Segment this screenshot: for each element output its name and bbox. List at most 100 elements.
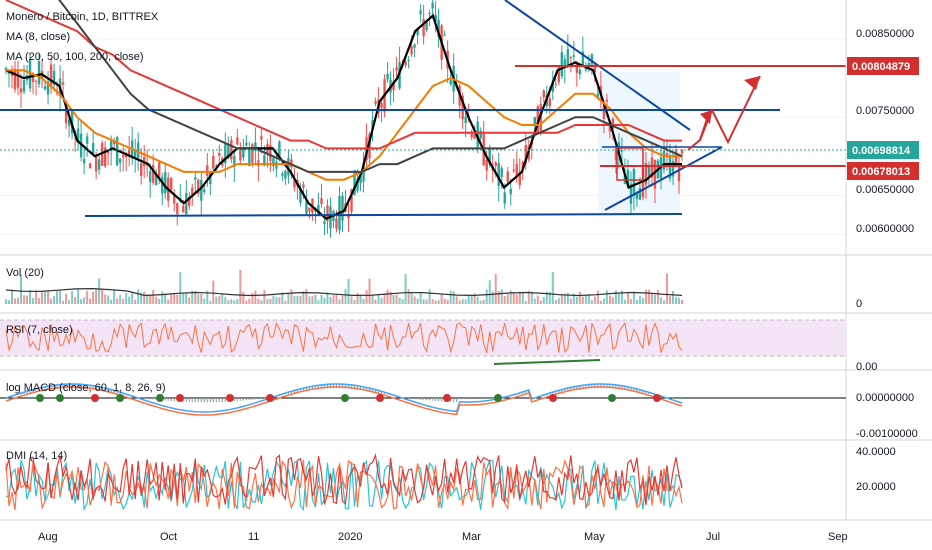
volume-bar-4	[17, 297, 20, 304]
macd-hist-49	[152, 398, 154, 400]
volume-bar-180	[545, 291, 548, 304]
candle-body-50	[155, 173, 158, 186]
volume-bar-84	[257, 298, 260, 304]
macd-hist-104	[317, 385, 320, 390]
volume-bar-86	[263, 290, 266, 304]
macd-hist-28	[89, 385, 91, 390]
macd-hist-21	[68, 384, 70, 389]
volume-bar-188	[569, 298, 572, 304]
candle-body-144	[437, 19, 440, 37]
macd-hist-96	[293, 390, 296, 393]
volume-bar-110	[335, 293, 338, 304]
candle-body-107	[326, 205, 329, 222]
candle-body-3	[13, 68, 17, 90]
x-tick-mar: Mar	[462, 531, 481, 543]
volume-bar-95	[290, 289, 293, 304]
volume-bar-5	[20, 274, 23, 304]
volume-bar-143	[434, 300, 437, 304]
volume-label: Vol (20)	[6, 267, 44, 279]
macd-hist-173	[525, 390, 527, 394]
candle-body-98	[299, 189, 302, 203]
macd-hist-24	[77, 384, 79, 389]
candle-body-225	[680, 149, 684, 154]
macd-hist-138	[420, 398, 422, 400]
macd-hist-112	[341, 384, 344, 389]
volume-bar-61	[188, 297, 191, 304]
macd-hist-182	[552, 392, 554, 394]
candle-body-184	[557, 65, 561, 83]
volume-tick: 0	[856, 298, 862, 310]
volume-bar-179	[542, 296, 545, 304]
volume-bar-89	[272, 295, 275, 304]
volume-bar-40	[125, 293, 128, 304]
macd-hist-214	[648, 392, 650, 394]
candle-body-43	[133, 151, 137, 159]
volume-bar-60	[185, 292, 188, 304]
volume-bar-97	[296, 295, 299, 304]
volume-bar-106	[323, 297, 326, 304]
macd-hist-148	[450, 398, 452, 402]
candle-body-65	[200, 179, 203, 201]
rsi-line	[5, 321, 683, 354]
macd-hist-105	[320, 384, 323, 389]
macd-cross-dot-13	[608, 394, 616, 402]
volume-bar-12	[41, 292, 44, 304]
macd-hist-199	[603, 384, 605, 389]
volume-bar-169	[512, 292, 515, 304]
volume-bar-151	[458, 300, 461, 304]
macd-tick-1: 0.00000000	[856, 392, 914, 404]
volume-bar-171	[518, 291, 521, 304]
volume-bar-200	[605, 290, 608, 304]
candle-body-39	[121, 155, 125, 158]
candle-body-203	[614, 148, 618, 160]
rsi-tick: 0.00	[856, 361, 877, 373]
candle-body-79	[242, 147, 245, 158]
macd-hist-224	[678, 398, 680, 400]
dmi-label: DMI (14, 14)	[6, 450, 67, 462]
candle-body-104	[317, 204, 320, 215]
volume-bar-83	[254, 290, 257, 304]
volume-bar-190	[575, 296, 578, 304]
candle-body-160	[485, 159, 488, 171]
candle-body-93	[284, 171, 287, 179]
macd-hist-73	[224, 398, 226, 402]
candle-body-90	[275, 161, 278, 169]
dmi-tick-2: 20.0000	[856, 481, 896, 493]
volume-bar-72	[221, 293, 224, 304]
macd-hist-222	[672, 398, 674, 399]
candles-group	[4, 0, 684, 238]
candle-body-77	[236, 137, 239, 145]
candle-body-223	[674, 150, 678, 166]
volume-bar-152	[461, 299, 464, 304]
volume-bar-41	[128, 296, 131, 304]
candle-body-214	[647, 165, 651, 177]
volume-bar-158	[479, 300, 482, 304]
candle-body-123	[374, 101, 377, 104]
volume-bar-43	[134, 299, 137, 304]
macd-hist-142	[432, 398, 434, 401]
volume-bar-194	[587, 293, 590, 304]
volume-bar-70	[215, 296, 218, 304]
macd-hist-55	[170, 398, 172, 401]
candle-body-84	[257, 160, 260, 166]
macd-hist-63	[194, 398, 196, 403]
candle-body-189	[572, 55, 576, 57]
volume-bar-127	[386, 289, 389, 304]
macd-hist-118	[359, 386, 362, 390]
macd-hist-194	[588, 384, 590, 389]
macd-hist-37	[116, 391, 118, 394]
volume-bar-211	[638, 295, 641, 304]
macd-cross-dot-11	[494, 394, 502, 402]
volume-bar-66	[203, 298, 206, 304]
candle-body-157	[476, 121, 479, 147]
current-price-tag	[847, 141, 919, 159]
volume-bar-82	[251, 293, 254, 304]
candle-body-210	[635, 193, 639, 199]
candle-body-22	[70, 109, 74, 134]
volume-bar-202	[611, 297, 614, 304]
volume-bar-174	[527, 290, 530, 304]
macd-hist-223	[675, 398, 677, 399]
candle-body-64	[197, 179, 200, 194]
candle-body-59	[182, 205, 185, 213]
